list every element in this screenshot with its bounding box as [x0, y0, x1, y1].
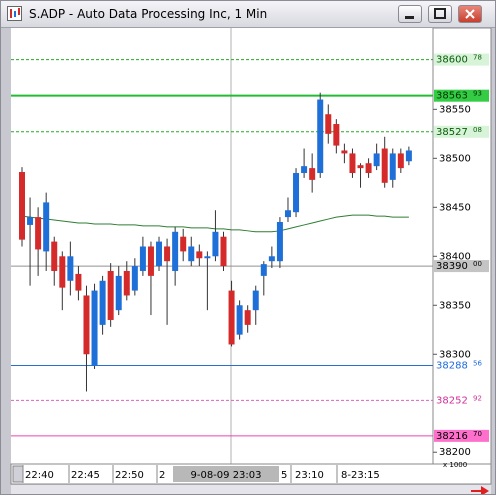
candle-body	[365, 163, 372, 174]
candle-body	[260, 264, 267, 276]
minimize-button[interactable]	[398, 5, 422, 23]
candle-body	[252, 290, 259, 311]
candle-body	[357, 165, 364, 169]
candle-body	[172, 231, 179, 271]
level-label-fraction: 56	[473, 359, 482, 367]
candle-body	[405, 150, 412, 162]
level-label-box	[434, 260, 489, 273]
app-icon	[7, 6, 22, 21]
level-label-box	[434, 89, 489, 102]
level-label-box	[434, 394, 489, 407]
level-label: 38390	[436, 261, 468, 272]
candle-body	[341, 150, 348, 154]
candle-body	[107, 270, 114, 320]
level-label-box	[434, 125, 489, 138]
candle-body	[381, 148, 388, 183]
candle-body	[212, 231, 219, 257]
candle-body	[301, 166, 308, 174]
candle-body	[268, 256, 275, 262]
candle-body	[309, 168, 316, 180]
candle-body	[236, 305, 243, 335]
y-tick-label: 38200	[439, 447, 471, 458]
candle-body	[220, 236, 227, 267]
level-label: 38527	[436, 127, 468, 138]
cursor-label: 9-08-09 23:03	[190, 470, 261, 481]
x-tick-label: 8-23:15	[341, 470, 380, 481]
level-label: 38600	[436, 55, 468, 66]
title-bar: S.ADP - Auto Data Processing Inc, 1 Min	[1, 1, 495, 28]
candle-body	[333, 124, 340, 146]
candle-body	[317, 99, 324, 174]
candle-body	[397, 153, 404, 169]
candle-body	[204, 256, 211, 259]
level-label-fraction: 78	[473, 54, 482, 62]
x-tick-label: 23:10	[295, 470, 324, 481]
cursor-label-box	[173, 466, 279, 482]
candle-body	[139, 246, 146, 271]
scroll-thumb[interactable]	[12, 465, 24, 483]
y-tick-label: 38400	[439, 251, 471, 262]
level-label-fraction: 93	[473, 90, 482, 98]
candle-body	[147, 246, 154, 276]
scroll-right-arrow[interactable]	[471, 486, 489, 495]
candle-body	[164, 246, 171, 262]
candle-body	[156, 241, 163, 267]
candle-body	[51, 241, 58, 271]
level-label: 38252	[436, 395, 468, 406]
level-label-box	[434, 53, 489, 66]
maximize-button[interactable]	[428, 5, 452, 23]
candle-body	[244, 310, 251, 325]
candle-body	[59, 256, 66, 288]
scale-label: x 1000	[443, 461, 467, 469]
x-tick-label: 2	[159, 470, 165, 481]
candle-body	[67, 256, 74, 281]
x-tick-label: 22:45	[71, 470, 100, 481]
level-label: 38288	[436, 360, 468, 371]
level-label-fraction: 00	[473, 260, 482, 268]
y-tick-label: 38350	[439, 300, 471, 311]
scrollbar[interactable]	[11, 485, 491, 495]
candle-body	[115, 275, 122, 311]
x-tick-label: 5	[281, 470, 287, 481]
level-label-fraction: 70	[473, 430, 482, 438]
candle-body	[325, 114, 332, 134]
chart: 38200 38300 38350 38400 38450 38500 38550 x 100…	[10, 28, 492, 495]
candle-body	[196, 251, 203, 259]
level-label-box	[434, 359, 489, 372]
candle-body	[27, 217, 34, 225]
candle-body	[389, 153, 396, 180]
close-button[interactable]	[458, 5, 482, 23]
x-tick-label: 22:50	[115, 470, 144, 481]
y-tick-label: 38550	[439, 104, 471, 115]
candle-body	[349, 153, 356, 174]
level-label-fraction: 08	[473, 126, 482, 134]
candle-body	[373, 153, 380, 167]
level-label-fraction: 92	[473, 394, 482, 402]
candle-body	[91, 290, 98, 367]
candle-body	[75, 273, 82, 291]
candle-body	[123, 270, 130, 296]
y-tick-label: 38450	[439, 202, 471, 213]
candle-body	[293, 173, 300, 213]
candle-body	[83, 295, 90, 355]
candle-body	[284, 210, 291, 218]
candle-body	[131, 266, 138, 291]
y-tick-label: 38300	[439, 349, 471, 360]
level-label-box	[434, 429, 489, 442]
candle-body	[19, 172, 25, 240]
level-label: 38563	[436, 91, 468, 102]
candle-body	[188, 246, 195, 262]
x-tick-label: 22:40	[25, 470, 54, 481]
candle-body	[276, 221, 283, 262]
y-tick-label: 38500	[439, 153, 471, 164]
candle-body	[180, 236, 187, 252]
candle-body	[35, 217, 42, 250]
level-label: 38216	[436, 431, 468, 442]
candle-body	[228, 290, 235, 345]
window-title: S.ADP - Auto Data Processing Inc, 1 Min	[29, 7, 268, 21]
candle-body	[99, 280, 106, 325]
plot-layer	[11, 59, 433, 437]
candle-body	[43, 202, 50, 252]
